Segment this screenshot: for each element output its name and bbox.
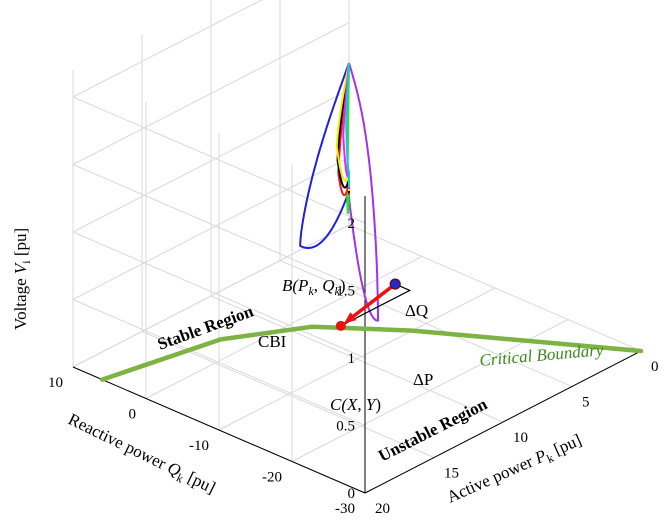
z-tick-label: 1 [348, 351, 356, 367]
y-tick-label: -20 [262, 470, 282, 486]
voltage-curve-6 [342, 62, 350, 190]
z-tick-label: 2 [348, 216, 356, 232]
point-c-label: C(X, Y) [330, 395, 381, 414]
chart-grid [72, 0, 642, 494]
wall-gridline-z [72, 299, 366, 426]
x-tick-label: 15 [444, 466, 459, 482]
floor-gridline-q [218, 287, 496, 431]
voltage-curves [299, 62, 379, 322]
wall-gridline-z [72, 231, 366, 359]
floor-gridline-q [291, 319, 569, 462]
point-b-marker [389, 278, 401, 290]
x-tick-label: 0 [651, 359, 659, 375]
floor-gridline-q [145, 256, 423, 399]
critical-boundary-label: Critical Boundary [479, 340, 605, 370]
y-tick-label: 10 [48, 375, 63, 391]
cbi-arrow-shaft [349, 282, 397, 320]
y-axis-line [72, 366, 366, 494]
x-tick-label: 20 [375, 501, 390, 517]
wall-gridline-z2 [72, 0, 263, 98]
y-tick-label: -30 [335, 501, 355, 517]
y-tick-label: 0 [129, 407, 137, 423]
voltage-curve-1 [299, 62, 350, 249]
critical-boundary-group [99, 324, 644, 382]
z-tick-label: 0.5 [336, 419, 355, 435]
z-tick-label: 0 [348, 486, 356, 502]
annotations-group [335, 278, 412, 331]
wall-gridline-z [72, 164, 366, 291]
tick-labels: 0 5 10 15 20 -30 -20 -10 0 10 0 0.5 1 1.5 2 [48, 216, 659, 517]
voltage-curve-0 [348, 62, 379, 322]
voltage-curve-4 [336, 62, 350, 193]
cbi-arrow-head [343, 312, 357, 324]
x-tick-label: 10 [513, 430, 528, 446]
y-axis-label: Reactive power Qk [pu] [64, 410, 219, 500]
z-axis-label: Voltage Vi [pu] [11, 228, 33, 330]
point-b-label: B(Pk, Qk) [282, 276, 346, 298]
critical-boundary-line [99, 324, 644, 382]
wall-gridline-z2 [72, 22, 350, 165]
x-tick-label: 5 [582, 395, 590, 411]
cbi-label: CBI [258, 332, 287, 351]
wall-gridline-z2 [72, 224, 350, 368]
voltage-curve-2 [346, 63, 350, 215]
z-tick-label: 1.5 [336, 284, 355, 300]
wall-gridline-z2 [72, 89, 350, 233]
wall-gridline-z [72, 96, 366, 224]
wall-gridline-z2 [72, 157, 350, 300]
voltage-curve-5 [335, 62, 350, 191]
unstable-region-label: Unstable Region [375, 394, 491, 465]
point-c-marker [335, 320, 346, 331]
voltage-curve-7 [345, 62, 350, 188]
delta-q-label: ΔQ [405, 301, 428, 320]
delta-p-label: ΔP [413, 370, 433, 389]
y-tick-label: -10 [189, 438, 209, 454]
x-axis-line [364, 350, 642, 494]
